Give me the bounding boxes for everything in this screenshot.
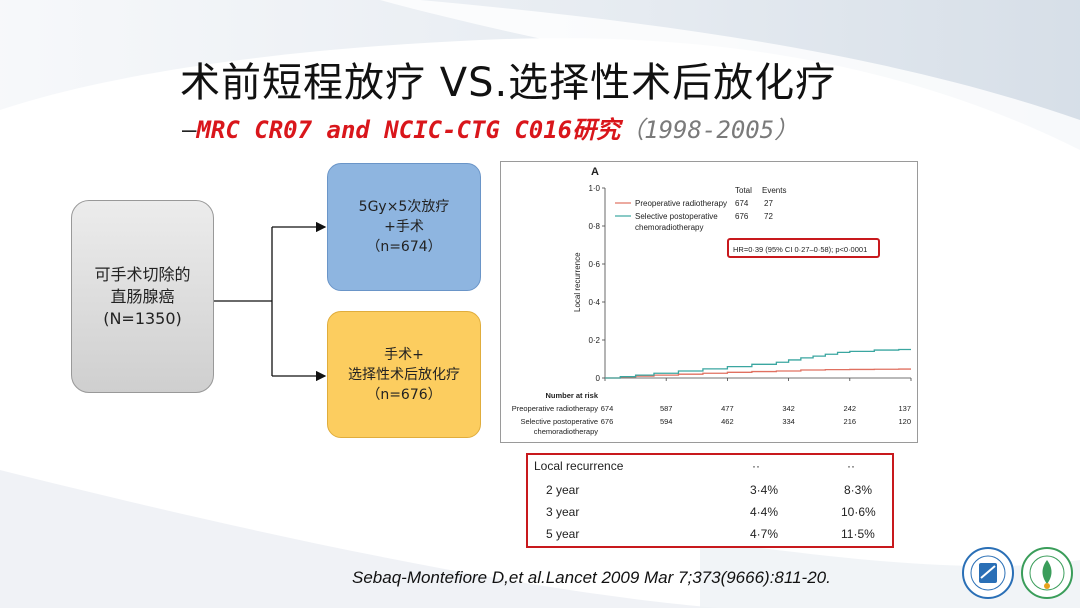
legend-events-postop: 72 [764, 212, 773, 221]
risk-value: 120 [898, 417, 911, 426]
recurrence-table-header-col2: ·· [847, 459, 855, 473]
series-line-postoperative [605, 348, 911, 379]
legend-total-postop: 676 [735, 212, 749, 221]
legend-header-events: Events [762, 186, 786, 195]
recurrence-table-header: Local recurrence [534, 459, 624, 473]
recurrence-row-preop: 4·4% [750, 505, 779, 519]
risk-table-title: Number at risk [545, 391, 598, 400]
hr-annotation: HR=0·39 (95% CI 0·27–0·58); p<0·0001 [733, 245, 867, 254]
risk-value: 477 [721, 404, 734, 413]
recurrence-row-postop: 10·6% [841, 505, 876, 519]
subtitle-years: （1998-2005） [620, 116, 799, 144]
y-tick-label: 0·8 [588, 222, 600, 231]
legend-name2-postop: chemoradiotherapy [635, 223, 703, 232]
recurrence-row-label: 5 year [546, 527, 580, 541]
patient-population-box: 可手术切除的 直肠腺癌 (N=1350) [71, 200, 214, 393]
risk-value: 676 [601, 417, 614, 426]
legend-total-preop: 674 [735, 199, 749, 208]
risk-value: 137 [898, 404, 911, 413]
recurrence-row-postop: 8·3% [844, 483, 873, 497]
y-tick-label: 1·0 [588, 184, 600, 193]
legend-name-postop: Selective postoperative [635, 212, 718, 221]
risk-value: 462 [721, 417, 734, 426]
y-axis-label: Local recurrence [573, 252, 582, 312]
risk-value: 242 [844, 404, 857, 413]
y-tick-label: 0 [596, 374, 601, 383]
series-line-preoperative [605, 368, 911, 379]
risk-value: 342 [782, 404, 795, 413]
y-tick-label: 0·2 [588, 336, 600, 345]
subtitle-trial-names: MRC CR07 and NCIC-CTG C016研究 [196, 116, 621, 144]
risk-value: 594 [660, 417, 673, 426]
risk-row-name: Selective postoperative [520, 417, 598, 426]
legend-events-preop: 27 [764, 199, 773, 208]
university-logo [962, 547, 1014, 599]
y-tick-label: 0·6 [588, 260, 600, 269]
subtitle-dash: — [182, 116, 197, 144]
recurrence-row-preop: 3·4% [750, 483, 779, 497]
risk-value: 334 [782, 417, 795, 426]
postoperative-arm-box: 手术+ 选择性术后放化疗 （n=676） [327, 311, 481, 438]
flow-connector [214, 221, 327, 382]
risk-row-name: Preoperative radiotherapy [512, 404, 599, 413]
legend-name-preop: Preoperative radiotherapy [635, 199, 727, 208]
recurrence-row-label: 2 year [546, 483, 580, 497]
recurrence-row-postop: 11·5% [841, 527, 875, 541]
preoperative-arm-box: 5Gy×5次放疗 +手术 （n=674） [327, 163, 481, 291]
hospital-logo [1021, 547, 1073, 599]
recurrence-row-preop: 4·7% [750, 527, 779, 541]
risk-value: 674 [601, 404, 614, 413]
km-figure: A Local recurrence 1·0 0·8 0·6 0·4 0·2 0 Tota… [500, 161, 918, 443]
risk-row-name: chemoradiotherapy [534, 427, 598, 436]
risk-value: 587 [660, 404, 673, 413]
legend-header-total: Total [735, 186, 752, 195]
citation: Sebaq-Montefiore D,et al.Lancet 2009 Mar… [352, 568, 831, 587]
km-chart: A Local recurrence 1·0 0·8 0·6 0·4 0·2 0 Tota… [512, 166, 912, 436]
hr-annotation-box [727, 238, 880, 258]
slide-title: 术前短程放疗 VS.选择性术后放化疗 [180, 60, 837, 106]
risk-value: 216 [844, 417, 857, 426]
y-tick-label: 0·4 [588, 298, 600, 307]
panel-label: A [591, 166, 599, 178]
recurrence-table: Local recurrence ·· ·· 2 year 3·4% 8·3% … [526, 453, 894, 548]
recurrence-table-header-col1: ·· [752, 459, 760, 473]
recurrence-row-label: 3 year [546, 505, 580, 519]
slide-subtitle: —MRC CR07 and NCIC-CTG C016研究（1998-2005） [182, 110, 798, 145]
